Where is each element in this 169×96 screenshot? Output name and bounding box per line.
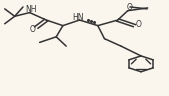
Text: O: O	[136, 20, 141, 29]
Text: NH: NH	[26, 5, 37, 14]
Text: HN: HN	[72, 13, 84, 22]
Text: O: O	[126, 3, 132, 12]
Text: O: O	[30, 25, 36, 34]
